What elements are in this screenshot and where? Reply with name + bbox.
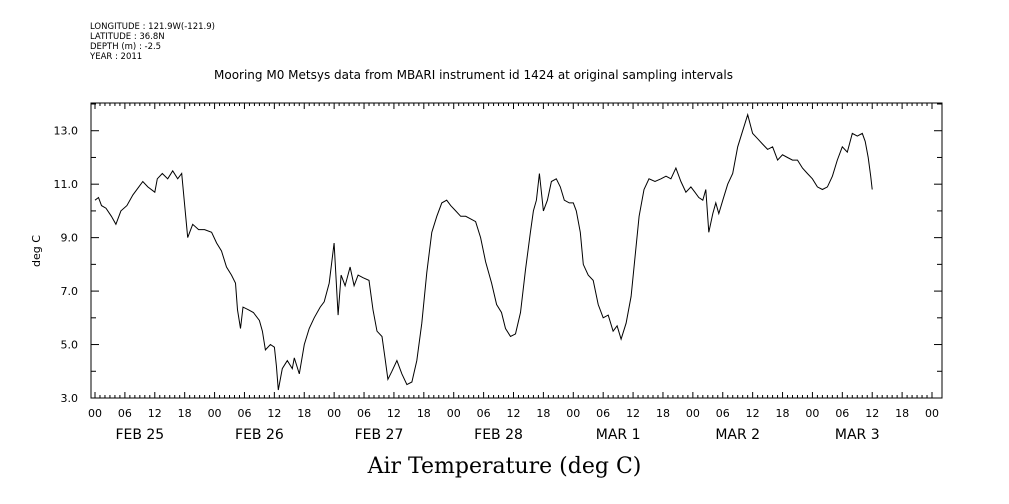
y-tick-label: 5.0 (61, 339, 79, 352)
date-label: MAR 3 (835, 427, 880, 443)
x-tick-label: 12 (865, 407, 879, 420)
depth-text: DEPTH (m) : -2.5 (90, 42, 162, 52)
x-tick-label: 18 (536, 407, 550, 420)
x-tick-label: 12 (507, 407, 521, 420)
x-tick-label: 06 (477, 407, 491, 420)
tick-marks (91, 103, 942, 399)
longitude-text: LONGITUDE : 121.9W(-121.9) (90, 22, 215, 32)
x-tick-label: 06 (835, 407, 849, 420)
x-tick-label: 00 (208, 407, 222, 420)
y-tick-label: 11.0 (54, 178, 79, 191)
x-tick-label: 12 (148, 407, 162, 420)
x-tick-label: 12 (267, 407, 281, 420)
x-tick-label: 12 (387, 407, 401, 420)
x-tick-label: 18 (656, 407, 670, 420)
year-text: YEAR : 2011 (90, 52, 143, 62)
x-tick-label: 00 (686, 407, 700, 420)
x-tick-label: 00 (566, 407, 580, 420)
x-tick-label: 18 (895, 407, 909, 420)
x-tick-label: 06 (357, 407, 371, 420)
y-tick-label: 13.0 (54, 125, 79, 138)
x-tick-label: 18 (297, 407, 311, 420)
tick-labels: 00 06 12 18 00 06 12 18 00 06 12 18 00 06 12 18 00 06 12 18… (54, 125, 940, 443)
x-tick-label: 06 (118, 407, 132, 420)
latitude-text: LATITUDE : 36.8N (90, 32, 165, 42)
x-tick-label: 18 (417, 407, 431, 420)
x-tick-label: 06 (596, 407, 610, 420)
x-tick-label: 06 (716, 407, 730, 420)
x-tick-label: 00 (447, 407, 461, 420)
chart-title: Mooring M0 Metsys data from MBARI instru… (214, 68, 733, 82)
y-axis-label: deg C (30, 235, 43, 267)
x-tick-label: 12 (746, 407, 760, 420)
x-tick-label: 12 (626, 407, 640, 420)
date-label: FEB 28 (474, 427, 523, 443)
metadata-block: LONGITUDE : 121.9W(-121.9) LATITUDE : 36… (90, 22, 215, 62)
x-tick-label: 00 (88, 407, 102, 420)
x-tick-label: 18 (776, 407, 790, 420)
date-label: FEB 25 (115, 427, 164, 443)
y-tick-label: 9.0 (61, 232, 79, 245)
date-label: MAR 2 (715, 427, 760, 443)
x-tick-label: 00 (805, 407, 819, 420)
y-tick-label: 7.0 (61, 285, 79, 298)
date-label: FEB 27 (355, 427, 404, 443)
y-tick-label: 3.0 (61, 392, 79, 405)
x-tick-label: 06 (237, 407, 251, 420)
x-tick-label: 18 (178, 407, 192, 420)
plot-frame (90, 102, 943, 399)
series-line-air-temperature (94, 112, 873, 391)
date-label: FEB 26 (235, 427, 284, 443)
date-label: MAR 1 (596, 427, 641, 443)
bottom-title: Air Temperature (deg C) (367, 454, 642, 479)
x-tick-label: 00 (925, 407, 939, 420)
x-tick-label: 00 (327, 407, 341, 420)
